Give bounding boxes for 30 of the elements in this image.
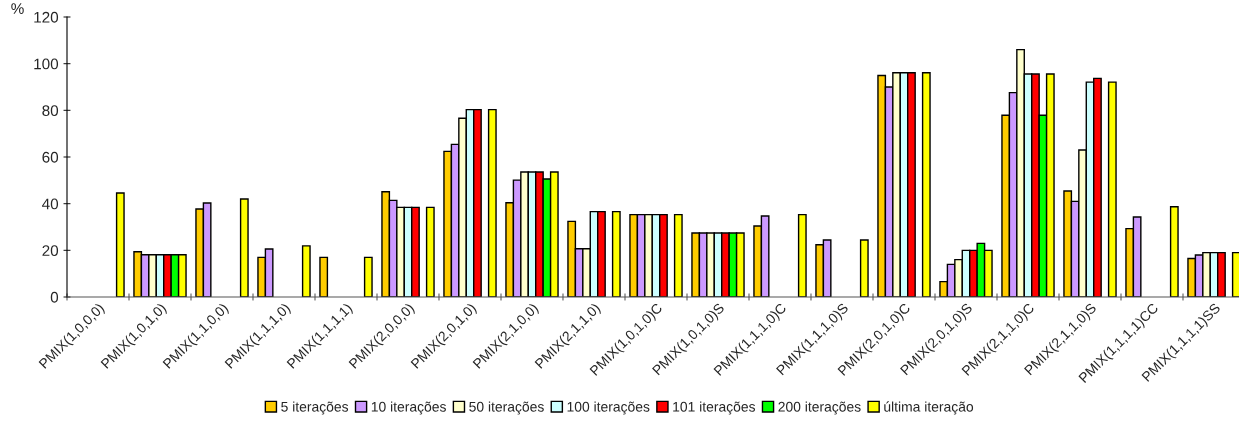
bar [1107,81,1117,297]
bar [611,210,621,297]
legend-label: última iteração [884,401,974,415]
bar [797,213,807,297]
bar [1169,206,1179,297]
bar [425,206,435,297]
bar [487,108,497,297]
legend-label: 5 iterações [281,401,349,415]
legend-label: 200 iterações [778,401,861,415]
bar [673,213,683,297]
y-tick-label: 20 [42,245,59,257]
bar [239,198,249,297]
legend-label: 101 iterações [673,401,756,415]
bar [363,256,373,297]
bar [921,72,931,297]
bar [859,239,869,297]
y-tick-label: 40 [42,198,59,210]
bar [301,245,311,297]
bar [115,192,125,297]
y-tick-label: 100 [34,58,59,70]
bar [319,256,329,297]
legend-label: 100 iterações [567,401,650,415]
y-axis-title: % [11,3,24,14]
y-tick-label: 80 [42,105,59,117]
bar [1231,251,1239,297]
legend-label: 50 iterações [469,401,544,415]
legend-label: 10 iterações [371,401,446,415]
y-tick-label: 60 [42,151,59,163]
y-tick-label: 120 [34,11,59,23]
y-tick-label: 0 [50,291,59,303]
